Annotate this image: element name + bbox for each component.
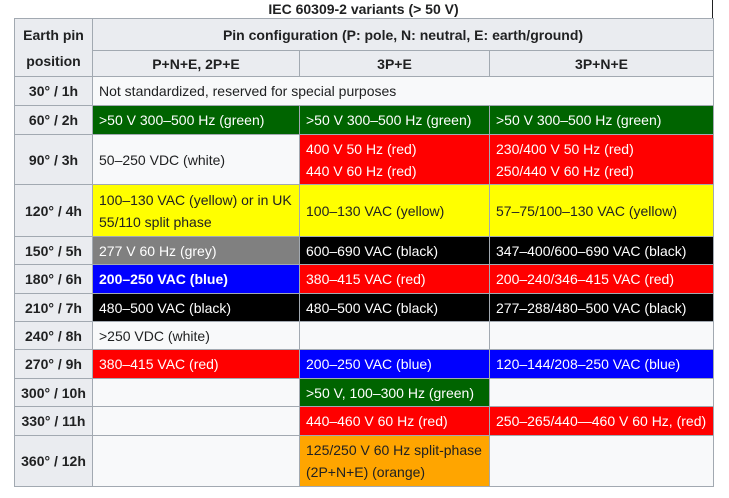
table-row: 150° / 5h 277 V 60 Hz (grey) 600–690 VAC (… — [14, 236, 715, 265]
rating-cell — [92, 406, 300, 436]
table-row: 360° / 12h 125/250 V 60 Hz split-phase (2… — [14, 435, 715, 487]
rating-cell: >250 VDC (white) — [92, 321, 300, 350]
rating-cell: 400 V 50 Hz (red) 440 V 60 Hz (red) — [299, 134, 490, 185]
earth-pin-position: 120° / 4h — [14, 184, 93, 237]
column-header-pne-2pe: P+N+E, 2P+E — [92, 50, 300, 77]
rating-cell: 200–250 VAC (blue) — [92, 264, 300, 294]
rating-cell: Not standardized, reserved for special p… — [91, 76, 715, 106]
earth-pin-position: 330° / 11h — [14, 406, 93, 436]
table-row: 120° / 4h 100–130 VAC (yellow) or in UK 5… — [14, 184, 715, 237]
table-row: 300° / 10h >50 V, 100–300 Hz (green) — [14, 378, 715, 407]
rating-cell: >50 V 300–500 Hz (green) — [488, 105, 715, 135]
rating-cell — [488, 378, 715, 407]
rating-cell: 200–250 VAC (blue) — [299, 349, 490, 379]
column-header-3pe: 3P+E — [299, 50, 490, 77]
rating-cell: 277 V 60 Hz (grey) — [92, 236, 300, 265]
earth-pin-header: Earth pin position — [14, 18, 93, 77]
rating-cell: 380–415 VAC (red) — [92, 349, 300, 379]
table-row: 180° / 6h 200–250 VAC (blue) 380–415 VAC (… — [14, 264, 715, 294]
column-header-3pne: 3P+N+E — [488, 50, 715, 77]
table-row: 30° / 1h Not standardized, reserved for s… — [14, 76, 715, 106]
rating-cell: 57–75/100–130 VAC (yellow) — [488, 184, 715, 237]
rating-cell: 120–144/208–250 VAC (blue) — [488, 349, 715, 379]
pin-config-header: Pin configuration (P: pole, N: neutral, … — [91, 18, 715, 51]
earth-pin-position: 150° / 5h — [14, 236, 93, 265]
rating-cell — [488, 435, 715, 487]
table-row: 90° / 3h 50–250 VDC (white) 400 V 50 Hz (r… — [14, 134, 715, 185]
rating-cell: 250–265/440—460 V 60 Hz, (red) — [488, 406, 715, 436]
rating-cell — [488, 321, 715, 350]
rating-cell: 380–415 VAC (red) — [299, 264, 490, 294]
earth-pin-position: 210° / 7h — [14, 293, 93, 322]
earth-pin-position: 60° / 2h — [14, 105, 93, 135]
rating-cell: 50–250 VDC (white) — [92, 134, 300, 185]
earth-pin-position: 30° / 1h — [14, 76, 93, 106]
rating-cell: >50 V 300–500 Hz (green) — [92, 105, 300, 135]
table-row: 330° / 11h 440–460 V 60 Hz (red) 250–265/4… — [14, 406, 715, 436]
rating-cell — [299, 321, 490, 350]
rating-cell: 440–460 V 60 Hz (red) — [299, 406, 490, 436]
iec-60309-table: Earth pin position Pin configuration (P:… — [14, 18, 715, 487]
earth-pin-position: 300° / 10h — [14, 378, 93, 407]
earth-pin-position: 240° / 8h — [14, 321, 93, 350]
rating-cell: 277–288/480–500 VAC (black) — [488, 293, 715, 322]
rating-cell: 600–690 VAC (black) — [299, 236, 490, 265]
table-caption: IEC 60309-2 variants (> 50 V) — [268, 1, 459, 17]
earth-pin-position: 270° / 9h — [14, 349, 93, 379]
rating-cell: 480–500 VAC (black) — [92, 293, 300, 322]
table-row: 60° / 2h >50 V 300–500 Hz (green) >50 V 30… — [14, 105, 715, 135]
rating-cell: 200–240/346–415 VAC (red) — [488, 264, 715, 294]
table-row: 210° / 7h 480–500 VAC (black) 480–500 VAC … — [14, 293, 715, 322]
rating-cell — [92, 435, 300, 487]
rating-cell: 347–400/600–690 VAC (black) — [488, 236, 715, 265]
rating-cell: 100–130 VAC (yellow) — [299, 184, 490, 237]
earth-pin-position: 90° / 3h — [14, 134, 93, 185]
table-row: 240° / 8h >250 VDC (white) — [14, 321, 715, 350]
earth-pin-position: 360° / 12h — [14, 435, 93, 487]
rating-cell: 480–500 VAC (black) — [299, 293, 490, 322]
earth-pin-position: 180° / 6h — [14, 264, 93, 294]
rating-cell: 230/400 V 50 Hz (red) 250/440 V 60 Hz (r… — [488, 134, 715, 185]
rating-cell — [92, 378, 300, 407]
rating-cell: >50 V 300–500 Hz (green) — [299, 105, 490, 135]
table-row: 270° / 9h 380–415 VAC (red) 200–250 VAC (b… — [14, 349, 715, 379]
rating-cell: 100–130 VAC (yellow) or in UK 55/110 spl… — [92, 184, 300, 237]
rating-cell: 125/250 V 60 Hz split-phase (2P+N+E) (or… — [299, 435, 490, 487]
rating-cell: >50 V, 100–300 Hz (green) — [299, 378, 490, 407]
